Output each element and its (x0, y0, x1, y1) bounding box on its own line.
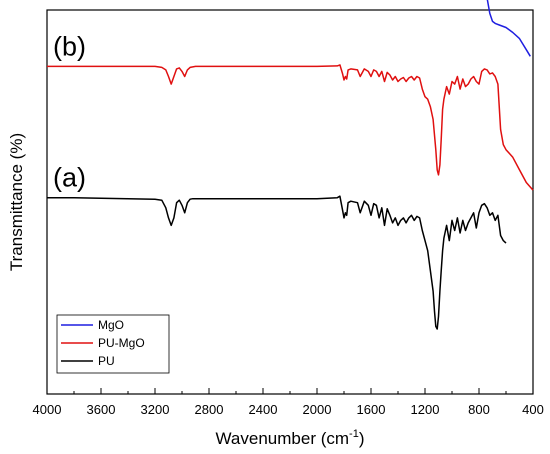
legend: MgO PU-MgO PU (56, 314, 170, 374)
x-tick-label: 3600 (87, 402, 116, 417)
series-line-mgo (486, 0, 531, 57)
x-tick-label: 2800 (195, 402, 224, 417)
x-tick-label: 3200 (141, 402, 170, 417)
series-layer (47, 0, 534, 330)
series-line-pu (47, 195, 507, 330)
x-axis-label-main: Wavenumber (cm (216, 429, 350, 448)
panel-labels: (c)(b)(a) (53, 31, 86, 193)
x-tick-label: 1200 (411, 402, 440, 417)
panel-label: (a) (53, 163, 86, 193)
x-axis-label-close: ) (359, 429, 365, 448)
x-axis-label-superscript: -1 (349, 428, 359, 440)
x-axis-label: Wavenumber (cm-1) (216, 428, 365, 448)
y-axis-label: Transmittance (%) (7, 133, 26, 271)
x-tick-label: 400 (522, 402, 544, 417)
x-tick-label: 4000 (33, 402, 62, 417)
x-tick-label: 800 (468, 402, 490, 417)
series-line-pu-mgo (47, 64, 534, 191)
legend-label-pu-mgo: PU-MgO (98, 336, 145, 350)
legend-label-pu: PU (98, 354, 115, 368)
legend-label-mgo: MgO (98, 318, 124, 332)
x-tick-label: 1600 (357, 402, 386, 417)
x-axis-ticks: 4000 3600 3200 2800 2400 2000 1600 1200 800 400 (33, 388, 544, 417)
x-tick-label: 2400 (249, 402, 278, 417)
x-tick-label: 2000 (303, 402, 332, 417)
panel-label: (b) (53, 31, 86, 61)
